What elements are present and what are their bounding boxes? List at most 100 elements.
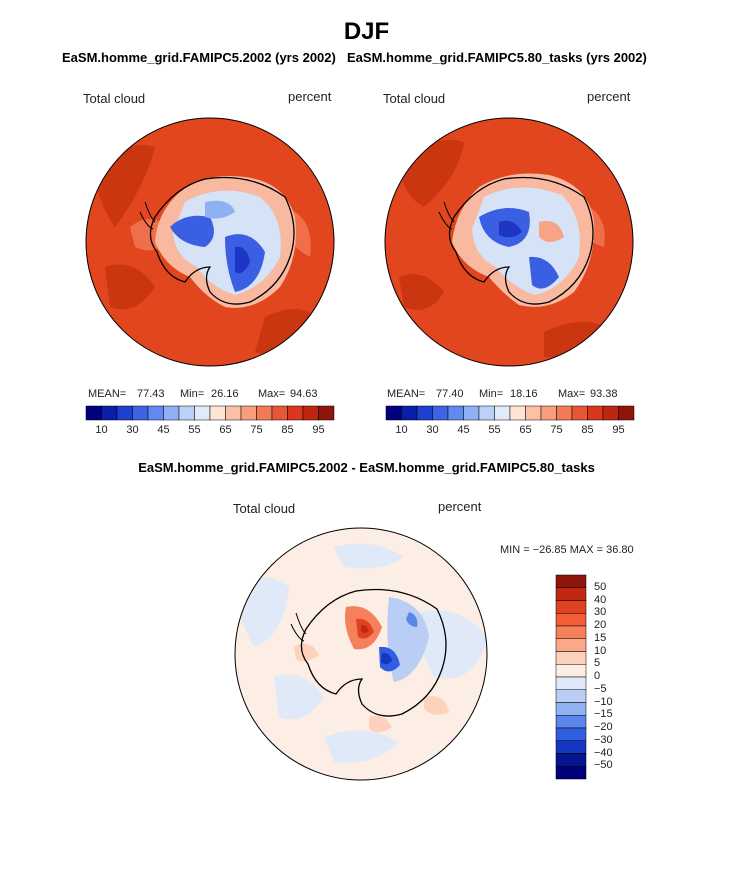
colorbar-swatch [555,702,587,716]
colorbar-tick-label: 45 [157,424,170,436]
colorbar-swatch [555,727,587,741]
colorbar-tick-label: 95 [312,424,325,436]
colorbar-tick-label: 30 [426,424,439,436]
colorbar-swatch [618,405,635,421]
colorbar-swatch [555,638,587,652]
colorbar-tick-label: −30 [594,733,613,746]
panel-1-title: EaSM.homme_grid.FAMIPC5.2002 (yrs 2002) [62,50,336,65]
colorbar-swatch [116,405,133,421]
colorbar-swatch [555,676,587,690]
colorbar-swatch [555,740,587,754]
panel-3-minmax: MIN = −26.85 MAX = 36.80 [500,544,634,556]
panel-3-title: EaSM.homme_grid.FAMIPC5.2002 - EaSM.homm… [138,460,595,475]
panel-3-colorbar [555,574,587,780]
colorbar-tick-label: −40 [594,746,613,759]
panel-2-units-label: percent [587,89,631,104]
colorbar-swatch [555,715,587,729]
panel-2-map [384,117,634,367]
negative-anomaly-region [274,674,324,720]
colorbar-swatch [571,405,588,421]
colorbar-swatch [240,405,257,421]
colorbar-swatch [147,405,164,421]
colorbar-swatch [271,405,288,421]
panel-2-field-label: Total cloud [383,91,446,106]
colorbar-tick-label: 65 [219,424,232,436]
panel-3-units-label: percent [438,499,482,514]
panel-1-units-label: percent [288,89,332,104]
colorbar-tick-label: 75 [250,424,263,436]
panel-2-max-value: 93.38 [590,388,618,400]
colorbar-swatch [256,405,273,421]
positive-anomaly-region [424,696,449,715]
low-cloud-region [170,215,214,247]
positive-anomaly-region [294,643,319,662]
colorbar-swatch [178,405,195,421]
panel-2-mean-label: MEAN= [387,388,426,400]
colorbar-swatch [587,405,604,421]
colorbar-tick-label: 65 [519,424,532,436]
colorbar-tick-label: −10 [594,695,613,708]
colorbar-swatch [194,405,211,421]
colorbar-tick-label: 75 [550,424,563,436]
antarctic-peninsula [290,612,307,642]
colorbar-tick-label: −20 [594,721,613,733]
colorbar-tick-label: 55 [488,424,501,436]
colorbar-tick-label: 45 [457,424,470,436]
colorbar-swatch [318,405,335,421]
colorbar-tick-label: 55 [188,424,201,436]
colorbar-swatch [209,405,226,421]
colorbar-tick-label: 85 [281,424,294,436]
colorbar-tick-label: −15 [594,708,613,721]
antarctica-coastline [448,176,594,305]
panel-1-mean-value: 77.43 [137,388,165,400]
panel-1-map [85,117,335,367]
colorbar-swatch [509,405,526,421]
colorbar-tick-label: 5 [594,657,601,670]
panel-3-map [234,527,488,781]
colorbar-swatch [101,405,118,421]
darker-cloud-region [105,264,155,310]
colorbar-swatch [540,405,557,421]
colorbar-tick-label: 30 [594,606,607,619]
colorbar-swatch [401,405,418,421]
positive-anomaly-region [361,624,369,633]
panel-1-field-label: Total cloud [83,91,146,106]
colorbar-tick-label: 30 [126,424,139,436]
panel-3-colorbar-ticks: 50 40 30 20 15 10 5 0 −5 −10 −15 −20 −30 −40 −50 [594,575,634,779]
colorbar-tick-label: 95 [612,424,625,436]
colorbar-swatch [555,689,587,703]
colorbar-tick-label: 0 [594,670,601,682]
low-cloud-region [205,200,235,219]
antarctica-coastline [300,588,447,717]
colorbar-tick-label: −5 [594,682,607,695]
page-title: DJF [343,18,390,45]
colorbar-swatch [447,405,464,421]
panel-2-colorbar-ticks: 10 30 45 55 65 75 85 95 [386,424,634,438]
low-cloud-region [235,246,250,274]
colorbar-swatch [555,574,587,588]
colorbar-tick-label: 10 [95,424,108,436]
colorbar-swatch [432,405,449,421]
colorbar-swatch [85,405,102,421]
panel-1-colorbar [85,405,335,421]
colorbar-swatch [556,405,573,421]
negative-anomaly-region [324,730,399,763]
panel-2-mean-value: 77.40 [436,388,464,400]
colorbar-swatch [555,600,587,614]
colorbar-tick-label: 20 [594,619,607,631]
colorbar-tick-label: 40 [594,593,607,606]
panel-1-max-label: Max= [258,388,286,400]
colorbar-swatch [385,405,402,421]
panel-2-title: EaSM.homme_grid.FAMIPC5.80_tasks (yrs 20… [347,50,647,65]
panel-2-colorbar [385,405,635,421]
colorbar-tick-label: 15 [594,631,607,644]
panel-1-min-label: Min= [180,388,205,400]
colorbar-tick-label: 10 [594,644,607,657]
panel-1-colorbar-ticks: 10 30 45 55 65 75 85 95 [86,424,334,438]
colorbar-swatch [555,651,587,665]
darker-cloud-region [544,322,619,358]
panel-3-field-label: Total cloud [233,501,296,516]
panel-2-min-label: Min= [479,388,504,400]
colorbar-swatch [555,625,587,639]
panel-2-min-value: 18.16 [510,388,538,400]
